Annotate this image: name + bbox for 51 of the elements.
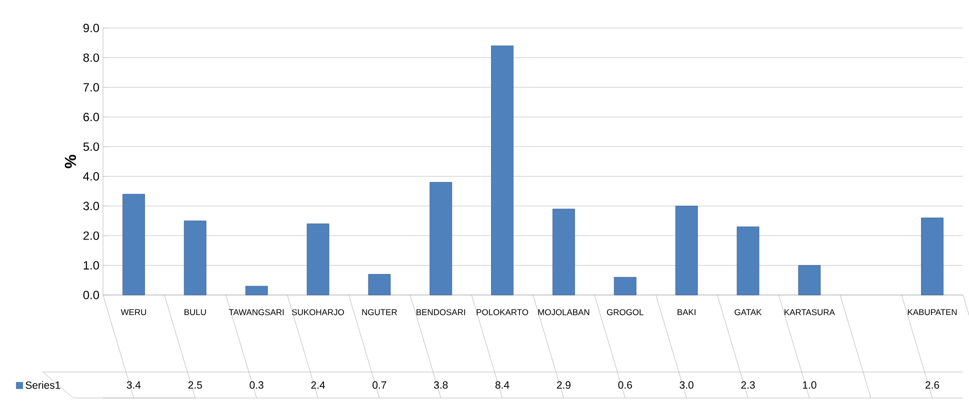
x-tick-label: KABUPATEN xyxy=(908,309,957,316)
x-tick-label: BULU xyxy=(184,309,206,316)
data-label: 2.9 xyxy=(556,381,570,389)
x-tick-label: TAWANGSARI xyxy=(228,309,284,316)
data-label: 0.6 xyxy=(618,381,632,389)
data-label: 3.4 xyxy=(126,381,141,389)
x-tick-label: GROGOL xyxy=(606,309,644,316)
x-tick-label: NGUTER xyxy=(362,309,397,316)
bar xyxy=(430,182,452,296)
bar xyxy=(184,220,206,296)
bar xyxy=(306,224,330,296)
data-label: 3.0 xyxy=(680,381,694,389)
bar xyxy=(921,218,944,296)
y-tick-label: 6.0 xyxy=(83,112,100,122)
bar xyxy=(675,206,698,296)
x-tick-label: MOJOLABAN xyxy=(538,309,590,316)
y-tick-label: 9.0 xyxy=(83,24,100,32)
x-tick-label: POLOKARTO xyxy=(476,309,528,316)
bar xyxy=(368,274,391,296)
y-tick-label: 0.0 xyxy=(83,290,100,300)
data-label: 1.0 xyxy=(802,381,816,389)
bar xyxy=(122,194,145,296)
y-tick-label: 7.0 xyxy=(83,83,100,92)
y-tick-label: 4.0 xyxy=(83,172,100,181)
x-tick-label: GATAK xyxy=(734,309,762,316)
data-label: 2.5 xyxy=(188,381,202,389)
bar xyxy=(552,208,575,296)
x-tick-label: KARTASURA xyxy=(784,309,835,316)
x-tick-label: WERU xyxy=(120,309,146,316)
bar xyxy=(736,226,760,296)
bar xyxy=(245,286,268,296)
x-tick-label: BENDOSARI xyxy=(416,309,466,316)
y-tick-label: 3.0 xyxy=(83,202,100,210)
y-tick-label: 1.0 xyxy=(84,261,100,270)
bar xyxy=(614,277,636,296)
bar xyxy=(798,265,821,296)
y-tick-label: 2.0 xyxy=(83,231,100,240)
data-label: 2.3 xyxy=(741,381,755,389)
data-label: 0.7 xyxy=(372,381,386,389)
data-label: 8.4 xyxy=(495,381,510,389)
legend-label: Series1 xyxy=(26,381,60,389)
x-tick-label: SUKOHARJO xyxy=(292,309,344,316)
y-tick-label: 5.0 xyxy=(83,142,100,151)
data-label: 0.3 xyxy=(250,381,264,389)
y-tick-label: 8.0 xyxy=(83,53,100,62)
y-axis-title: % xyxy=(64,154,76,168)
data-label: 3.8 xyxy=(434,381,448,389)
bar xyxy=(491,46,514,296)
data-label: 2.6 xyxy=(926,381,940,389)
x-tick-label: BAKI xyxy=(678,309,696,316)
data-label: 2.4 xyxy=(311,381,325,389)
